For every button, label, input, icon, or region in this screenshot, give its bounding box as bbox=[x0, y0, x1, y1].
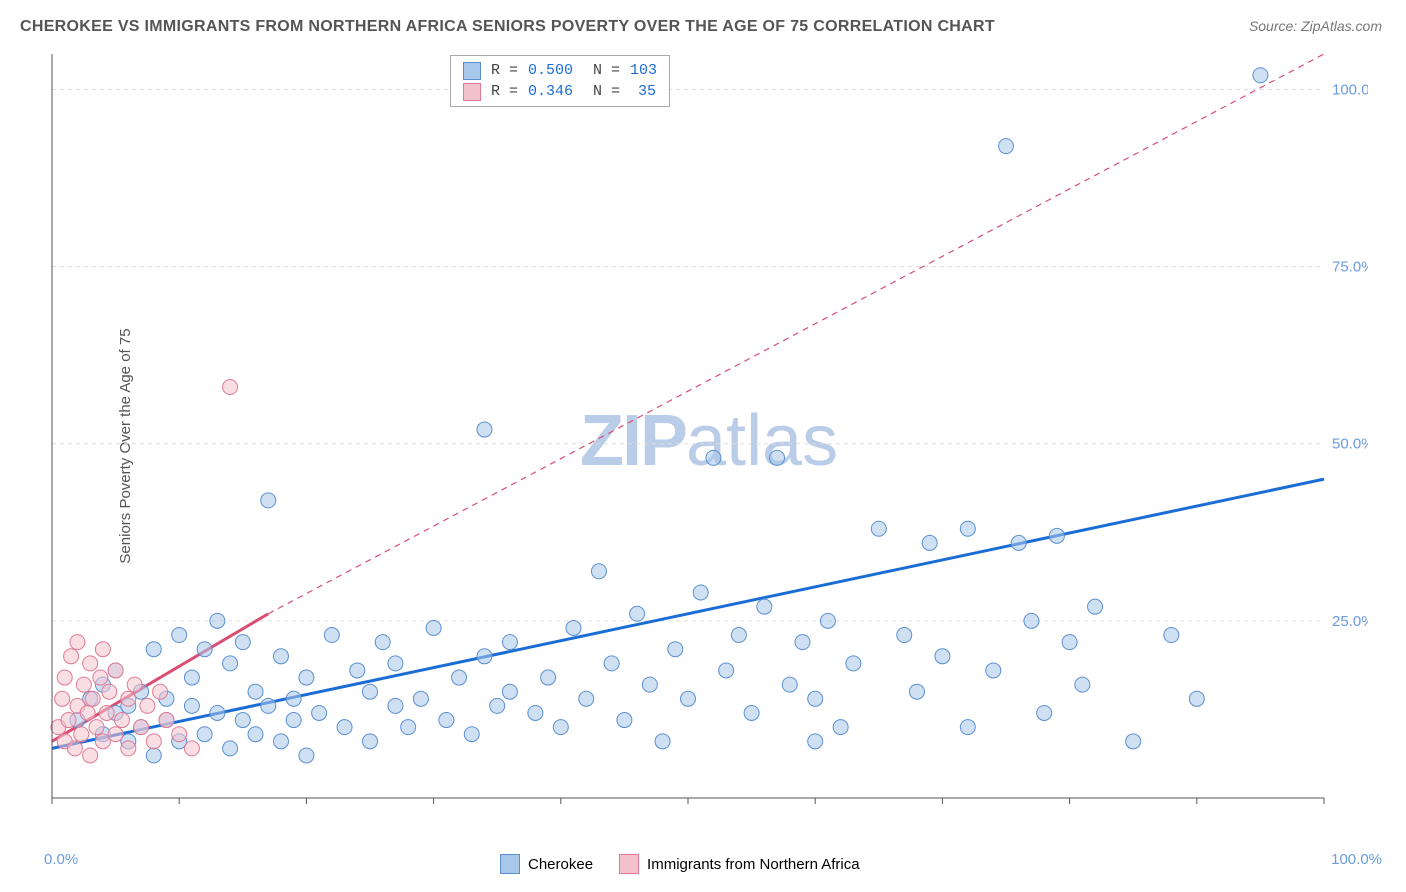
svg-text:25.0%: 25.0% bbox=[1332, 613, 1368, 630]
legend-swatch-immigrants bbox=[463, 83, 481, 101]
n-value-cherokee: 103 bbox=[630, 60, 657, 81]
correlation-chart-container: CHEROKEE VS IMMIGRANTS FROM NORTHERN AFR… bbox=[0, 0, 1406, 892]
legend-row-immigrants: R = 0.346 N = 35 bbox=[463, 81, 657, 102]
svg-text:100.0%: 100.0% bbox=[1332, 81, 1368, 98]
source-attribution: Source: ZipAtlas.com bbox=[1249, 18, 1382, 34]
correlation-legend: R = 0.500 N = 103 R = 0.346 N = 35 bbox=[450, 55, 670, 107]
scatter-plot: 25.0% 50.0% 75.0% 100.0% bbox=[48, 48, 1368, 838]
r-value-cherokee: 0.500 bbox=[528, 60, 573, 81]
legend-label-immigrants: Immigrants from Northern Africa bbox=[647, 856, 860, 873]
svg-text:75.0%: 75.0% bbox=[1332, 259, 1368, 276]
n-label-2: N = bbox=[593, 81, 620, 102]
svg-text:50.0%: 50.0% bbox=[1332, 436, 1368, 453]
legend-swatch-immigrants-bottom bbox=[619, 854, 639, 874]
legend-item-immigrants: Immigrants from Northern Africa bbox=[619, 854, 860, 874]
x-tick-left: 0.0% bbox=[44, 851, 78, 868]
r-label: R = bbox=[491, 60, 518, 81]
x-tick-right: 100.0% bbox=[1331, 851, 1382, 868]
legend-swatch-cherokee bbox=[463, 62, 481, 80]
r-value-immigrants: 0.346 bbox=[528, 81, 573, 102]
series-legend: Cherokee Immigrants from Northern Africa bbox=[500, 854, 860, 874]
r-label-2: R = bbox=[491, 81, 518, 102]
legend-swatch-cherokee-bottom bbox=[500, 854, 520, 874]
n-label: N = bbox=[593, 60, 620, 81]
legend-row-cherokee: R = 0.500 N = 103 bbox=[463, 60, 657, 81]
legend-label-cherokee: Cherokee bbox=[528, 856, 593, 873]
n-value-immigrants: 35 bbox=[638, 81, 656, 102]
chart-title: CHEROKEE VS IMMIGRANTS FROM NORTHERN AFR… bbox=[20, 18, 995, 36]
legend-item-cherokee: Cherokee bbox=[500, 854, 593, 874]
